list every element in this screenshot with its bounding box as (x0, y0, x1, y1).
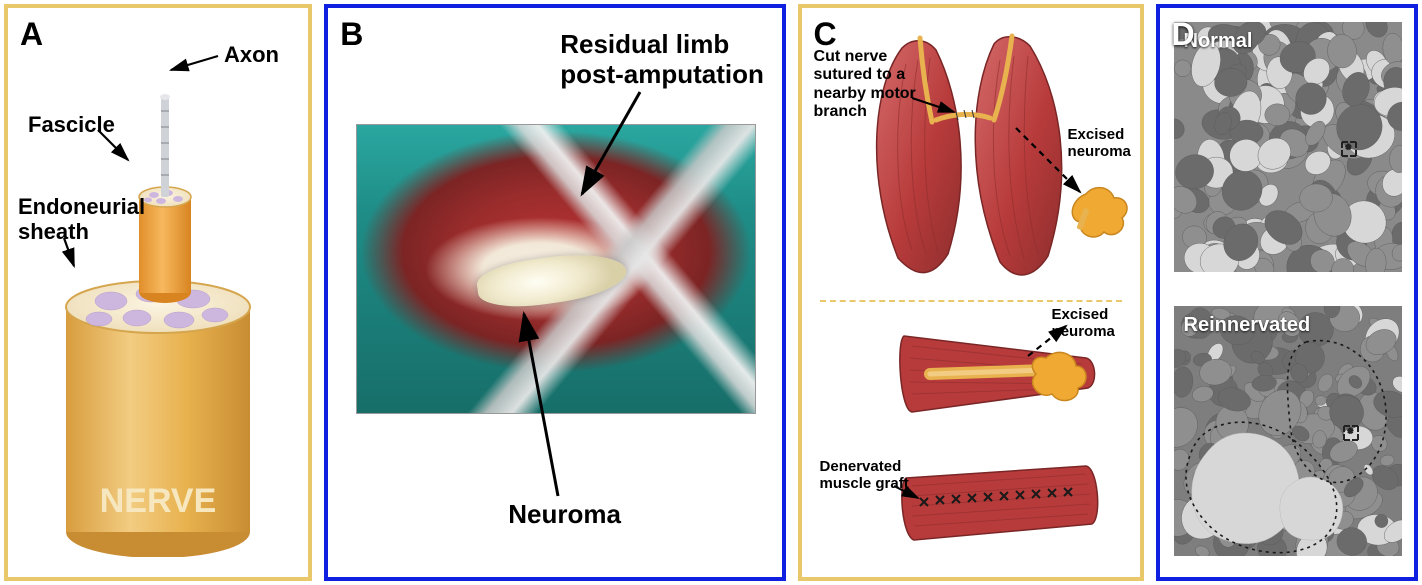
label-axon: Axon (224, 42, 279, 67)
panel-letter-a: A (20, 16, 43, 53)
nerve-label-text: NERVE (100, 482, 217, 520)
label-excised-top: Excised neuroma (1068, 126, 1131, 161)
panel-b: B Residual limb post-amputation Neuroma (324, 4, 785, 581)
label-residual: Residual limb post-amputation (560, 30, 764, 90)
svg-text:*: * (1346, 142, 1351, 156)
panel-letter-c: C (814, 16, 837, 53)
label-reinnervated: Reinnervated (1184, 314, 1311, 337)
panel-a: A (4, 4, 312, 581)
svg-text:*: * (1348, 426, 1353, 440)
label-endoneurial: Endoneurial sheath (18, 194, 145, 245)
surgical-photo (356, 124, 756, 414)
panel-d: D Normal * Reinnervated (1156, 4, 1418, 581)
panel-letter-d: D (1172, 16, 1195, 53)
histology-reinnervated: Reinnervated * (1174, 306, 1402, 556)
histology-normal: Normal * (1174, 22, 1402, 272)
label-excised-bot: Excised neuroma (1052, 306, 1115, 341)
label-denervated: Denervated muscle graft (820, 458, 909, 493)
rpni-diagram (802, 300, 1150, 585)
nerve-diagram: NERVE (53, 77, 263, 557)
label-neuroma: Neuroma (508, 500, 621, 530)
label-sutured: Cut nerve sutured to a nearby motor bran… (814, 48, 916, 122)
label-fascicle: Fascicle (28, 112, 115, 137)
panel-letter-b: B (340, 16, 363, 53)
panel-c: C (798, 4, 1144, 581)
